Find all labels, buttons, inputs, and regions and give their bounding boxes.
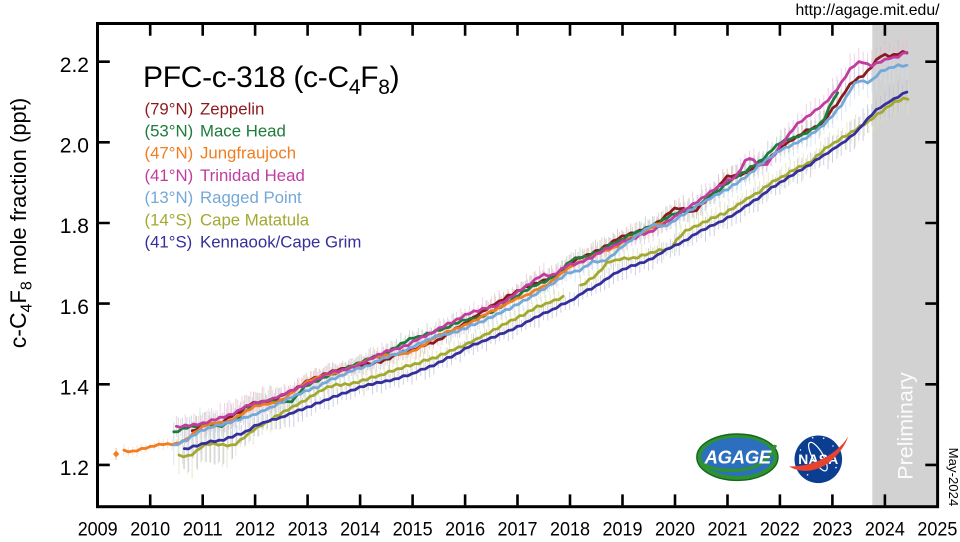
svg-text:May-2024: May-2024 [946, 448, 960, 507]
svg-text:Cape Matatula: Cape Matatula [200, 210, 310, 229]
svg-text:2011: 2011 [183, 519, 223, 541]
svg-text:Zeppelin: Zeppelin [200, 99, 264, 118]
svg-text:2016: 2016 [445, 519, 485, 541]
svg-text:Trinidad Head: Trinidad Head [200, 166, 305, 185]
svg-text:(41°N): (41°N) [145, 166, 194, 185]
svg-text:2013: 2013 [288, 519, 328, 541]
svg-text:2.2: 2.2 [60, 54, 89, 77]
svg-text:(14°S): (14°S) [145, 210, 193, 229]
svg-text:2023: 2023 [812, 519, 852, 541]
svg-text:1.2: 1.2 [60, 457, 89, 480]
svg-text:Mace Head: Mace Head [200, 122, 286, 141]
svg-text:(13°N): (13°N) [145, 188, 194, 207]
svg-text:2024: 2024 [865, 519, 905, 541]
svg-text:2010: 2010 [130, 519, 170, 541]
svg-text:Ragged Point: Ragged Point [200, 188, 302, 207]
svg-text:1.6: 1.6 [60, 296, 89, 319]
svg-text:2015: 2015 [393, 519, 433, 541]
svg-text:2022: 2022 [760, 519, 800, 541]
svg-text:1.8: 1.8 [60, 215, 89, 238]
svg-text:2017: 2017 [498, 519, 538, 541]
svg-text:(53°N): (53°N) [145, 122, 194, 141]
svg-text:2009: 2009 [78, 519, 118, 541]
svg-text:PFC-c-318 (c-C4F8): PFC-c-318 (c-C4F8) [143, 61, 399, 99]
svg-text:2014: 2014 [340, 519, 380, 541]
svg-text:1.4: 1.4 [60, 377, 90, 400]
svg-text:AGAGE: AGAGE [704, 447, 772, 468]
svg-text:(79°N): (79°N) [145, 99, 194, 118]
svg-text:2019: 2019 [603, 519, 643, 541]
svg-text:(41°S): (41°S) [145, 233, 193, 252]
svg-text:Preliminary: Preliminary [894, 372, 918, 480]
svg-text:2018: 2018 [550, 519, 590, 541]
svg-text:(47°N): (47°N) [145, 144, 194, 163]
svg-text:2.0: 2.0 [60, 135, 89, 158]
svg-text:2012: 2012 [235, 519, 275, 541]
svg-text:http://agage.mit.edu/: http://agage.mit.edu/ [795, 2, 940, 19]
svg-text:2020: 2020 [655, 519, 695, 541]
svg-text:Kennaook/Cape Grim: Kennaook/Cape Grim [200, 233, 361, 252]
svg-text:2025: 2025 [917, 519, 957, 541]
svg-text:Jungfraujoch: Jungfraujoch [200, 144, 296, 163]
svg-text:2021: 2021 [708, 519, 748, 541]
svg-text:c-C4F8 mole fraction (ppt): c-C4F8 mole fraction (ppt) [5, 98, 36, 348]
